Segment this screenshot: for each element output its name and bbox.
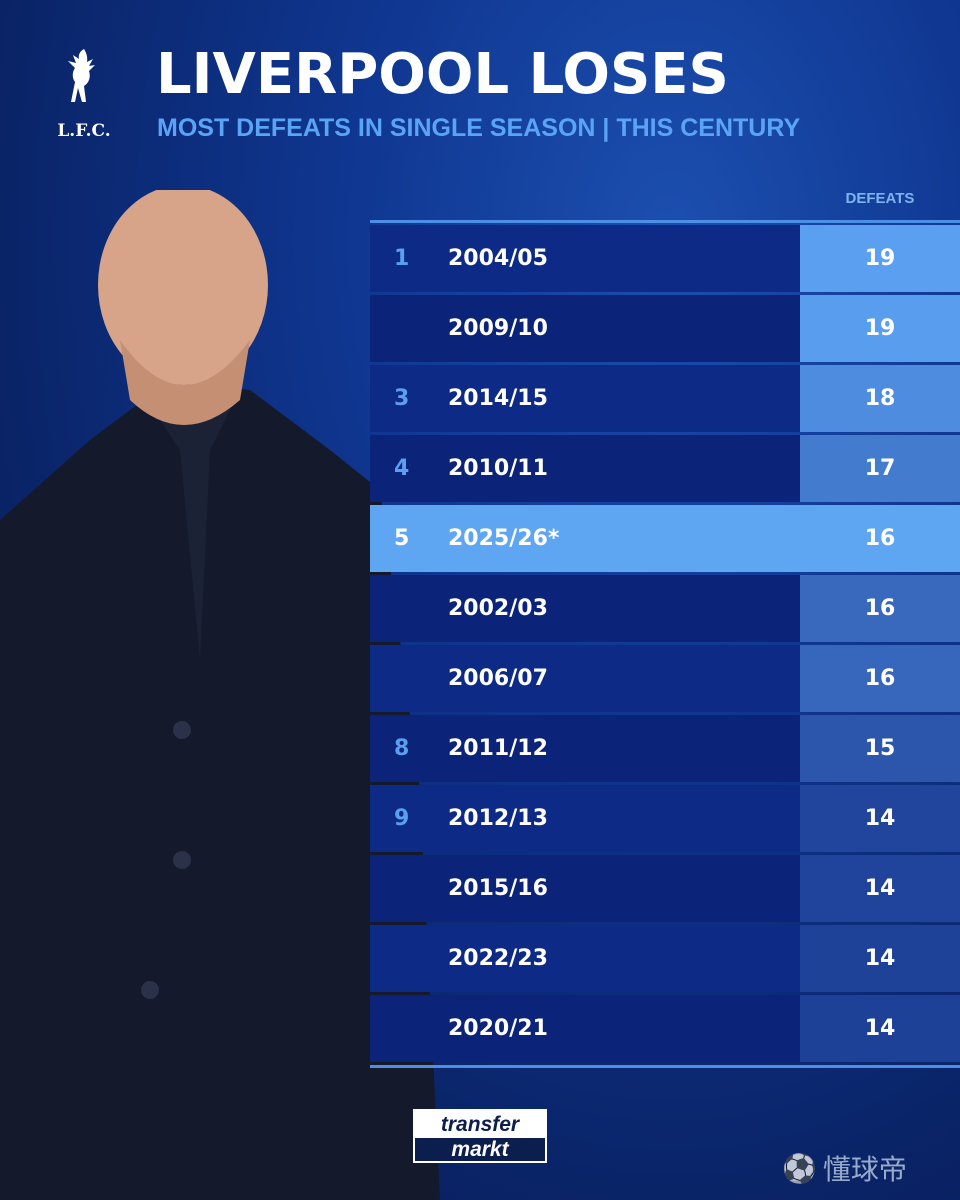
ball-icon: ⚽ bbox=[782, 1151, 817, 1185]
page-subtitle: MOST DEFEATS IN SINGLE SEASON | THIS CEN… bbox=[157, 114, 801, 142]
season: 2011/12 bbox=[448, 736, 548, 761]
defeats-value: 14 bbox=[800, 785, 960, 852]
season: 2004/05 bbox=[448, 246, 548, 271]
season: 2009/10 bbox=[448, 316, 548, 341]
defeats-value: 14 bbox=[800, 855, 960, 922]
defeats-value: 19 bbox=[800, 295, 960, 362]
season: 2014/15 bbox=[448, 386, 548, 411]
table-row: 2020/21 14 bbox=[370, 995, 960, 1062]
table-row: 5 2025/26* 16 bbox=[370, 505, 960, 572]
table-row: 2009/10 19 bbox=[370, 295, 960, 362]
table-row: 3 2014/15 18 bbox=[370, 365, 960, 432]
season: 2025/26* bbox=[448, 526, 560, 551]
table-row: 2006/07 16 bbox=[370, 645, 960, 712]
table-row: 2002/03 16 bbox=[370, 575, 960, 642]
logo-text: L.F.C. bbox=[57, 121, 111, 141]
watermark: ⚽ 懂球帝 bbox=[782, 1148, 907, 1188]
season: 2002/03 bbox=[448, 596, 548, 621]
defeats-value: 16 bbox=[864, 526, 896, 551]
rank: 1 bbox=[394, 246, 410, 271]
season: 2022/23 bbox=[448, 946, 548, 971]
table-row: 8 2011/12 15 bbox=[370, 715, 960, 782]
rank: 9 bbox=[394, 806, 410, 831]
table-row: 4 2010/11 17 bbox=[370, 435, 960, 502]
rank: 4 bbox=[394, 456, 410, 481]
page-title: LIVERPOOL LOSES bbox=[156, 42, 729, 107]
defeats-value: 15 bbox=[800, 715, 960, 782]
season: 2006/07 bbox=[448, 666, 548, 691]
liverbird-icon bbox=[68, 49, 95, 102]
defeats-value: 14 bbox=[800, 925, 960, 992]
season: 2010/11 bbox=[448, 456, 548, 481]
defeats-value: 18 bbox=[800, 365, 960, 432]
table-row: 2015/16 14 bbox=[370, 855, 960, 922]
manager-photo bbox=[0, 190, 440, 1200]
defeats-column-header: DEFEATS bbox=[845, 190, 915, 207]
defeats-value: 19 bbox=[800, 225, 960, 292]
season: 2015/16 bbox=[448, 876, 548, 901]
watermark-text: 懂球帝 bbox=[822, 1153, 907, 1186]
season: 2020/21 bbox=[448, 1016, 548, 1041]
defeats-value: 16 bbox=[800, 645, 960, 712]
defeats-table: 1 2004/05 19 2009/10 19 3 2014/15 18 4 201… bbox=[370, 220, 960, 1068]
table-row: 2022/23 14 bbox=[370, 925, 960, 992]
rank: 5 bbox=[394, 526, 410, 551]
rank: 3 bbox=[394, 386, 410, 411]
table-row: 9 2012/13 14 bbox=[370, 785, 960, 852]
defeats-value: 17 bbox=[800, 435, 960, 502]
table-row: 1 2004/05 19 bbox=[370, 225, 960, 292]
season: 2012/13 bbox=[448, 806, 548, 831]
brand-line1: transfer bbox=[415, 1111, 545, 1138]
defeats-value: 14 bbox=[800, 995, 960, 1062]
rank: 8 bbox=[394, 736, 410, 761]
defeats-value: 16 bbox=[800, 575, 960, 642]
transfermarkt-logo: transfer markt bbox=[413, 1109, 547, 1163]
brand-line2: markt bbox=[451, 1138, 509, 1161]
lfc-logo: L.F.C. bbox=[52, 44, 116, 144]
